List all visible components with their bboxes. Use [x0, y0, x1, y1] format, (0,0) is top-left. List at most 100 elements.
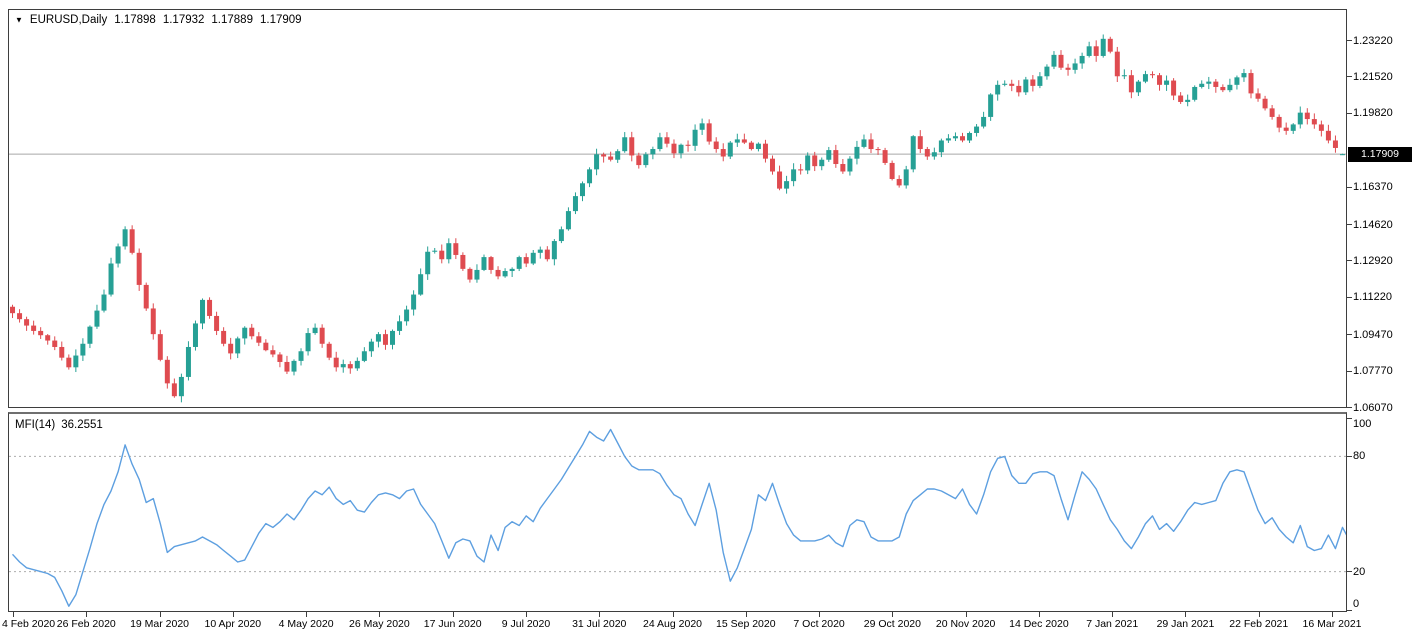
indicator-tick-label: 0 — [1353, 598, 1360, 610]
candle — [1213, 78, 1219, 93]
candle — [741, 133, 747, 145]
candle — [214, 311, 220, 336]
candle — [221, 327, 227, 347]
candle — [1164, 75, 1170, 91]
date-tick-label: 24 Aug 2020 — [643, 618, 703, 630]
date-tick-label: 14 Dec 2020 — [1009, 618, 1069, 630]
candle-body — [1051, 54, 1057, 67]
candle — [1121, 69, 1127, 80]
candle-body — [354, 360, 360, 369]
candle-body — [1206, 81, 1212, 84]
candle-body — [551, 241, 557, 260]
candle-body — [171, 383, 177, 397]
date-tick-mark — [306, 612, 308, 617]
candle — [200, 298, 206, 330]
candle — [1135, 79, 1141, 96]
candle — [207, 297, 213, 319]
candle — [643, 152, 649, 168]
candle-body — [263, 342, 269, 351]
candle-body — [1332, 140, 1338, 148]
candle-body — [819, 159, 825, 167]
candle-body — [446, 243, 452, 260]
quote-low: 1.17889 — [211, 14, 253, 26]
candle — [1002, 80, 1008, 87]
candle — [397, 315, 403, 335]
candle — [354, 357, 360, 371]
candle-body — [298, 351, 304, 361]
candle-body — [1072, 63, 1078, 70]
date-tick-mark — [159, 612, 161, 617]
candle — [270, 345, 276, 358]
candle — [1234, 75, 1240, 90]
candle — [798, 163, 804, 175]
candlestick-chart[interactable] — [9, 10, 1346, 407]
candle-body — [10, 306, 16, 314]
price-tick-label: 1.12920 — [1353, 254, 1393, 267]
candle — [115, 243, 121, 268]
candle-body — [516, 257, 522, 269]
date-tick-mark — [672, 612, 674, 617]
candle — [38, 327, 44, 339]
date-tick-label: 7 Jan 2021 — [1086, 618, 1139, 630]
price-tick-mark — [1347, 186, 1352, 188]
date-tick-mark — [1112, 612, 1114, 617]
date-tick-label: 22 Feb 2021 — [1229, 618, 1289, 630]
candle — [748, 140, 754, 151]
candle-body — [988, 94, 994, 117]
candle-body — [425, 251, 431, 275]
candle — [1171, 78, 1177, 101]
candle-body — [1002, 83, 1008, 85]
candle-body — [995, 84, 1001, 95]
price-tick-mark — [1347, 407, 1352, 409]
candle — [706, 119, 712, 145]
mfi-line-chart[interactable] — [9, 414, 1346, 610]
candle — [390, 329, 396, 350]
candle-body — [1290, 124, 1296, 131]
candle — [235, 336, 241, 359]
candle — [1114, 46, 1120, 83]
candle — [157, 329, 163, 362]
indicator-tick-mark — [1347, 417, 1352, 419]
candle-body — [1016, 85, 1022, 93]
date-tick-mark — [1258, 612, 1260, 617]
indicator-tick-label: 20 — [1353, 565, 1366, 578]
candle-body — [1178, 95, 1184, 102]
date-tick-label: 15 Sep 2020 — [716, 618, 776, 630]
candle — [94, 304, 100, 329]
candle — [488, 255, 494, 274]
candle — [580, 181, 586, 202]
collapse-triangle-icon[interactable]: ▼ — [15, 15, 23, 25]
candle — [375, 332, 381, 348]
candle — [910, 135, 916, 173]
date-tick-mark — [599, 612, 601, 617]
date-tick-mark — [86, 612, 88, 617]
candle-body — [713, 141, 719, 150]
candle-body — [1135, 81, 1141, 93]
candle — [903, 165, 909, 189]
date-tick-label: 19 Mar 2020 — [130, 618, 190, 630]
candle-body — [544, 249, 550, 260]
candle — [565, 207, 571, 231]
candle — [995, 80, 1001, 101]
candle-body — [207, 299, 213, 316]
candle-body — [509, 268, 515, 272]
candle — [713, 137, 719, 153]
date-tick-mark — [819, 612, 821, 617]
candle — [917, 130, 923, 154]
date-tick-label: 29 Jan 2021 — [1156, 618, 1215, 630]
candle-body — [256, 336, 262, 343]
candle — [277, 352, 283, 368]
candle — [1107, 36, 1113, 54]
candle — [650, 146, 656, 160]
candle — [1185, 94, 1191, 107]
candle-body — [200, 299, 206, 324]
candle — [509, 267, 515, 278]
candle-body — [1262, 98, 1268, 109]
main-chart-panel[interactable]: ▼ EURUSD,Daily 1.17898 1.17932 1.17889 1… — [8, 9, 1347, 408]
candle — [805, 152, 811, 175]
candle — [178, 373, 184, 403]
indicator-title: MFI(14) 36.2551 — [15, 419, 103, 431]
candle-body — [608, 156, 614, 160]
indicator-panel[interactable]: MFI(14) 36.2551 — [8, 412, 1347, 612]
